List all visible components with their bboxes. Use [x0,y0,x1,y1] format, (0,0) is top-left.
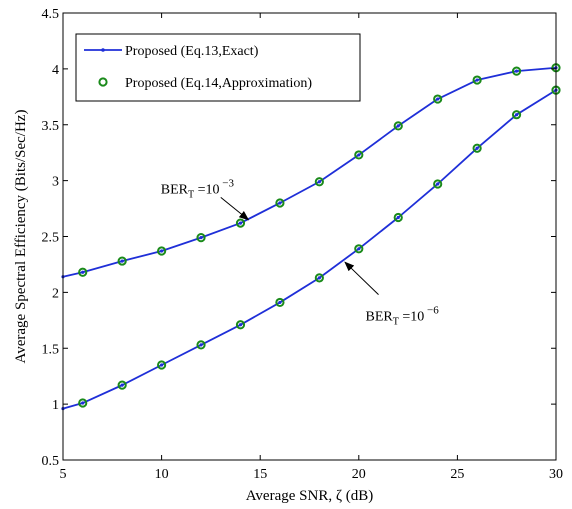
approximation-marker [117,256,127,266]
x-axis-label: Average SNR, ζ (dB) [246,488,374,504]
legend-marker-sample [98,77,108,87]
series-line-point [120,383,124,387]
series-line-point [81,270,85,274]
legend-line-marker [101,48,105,52]
approximation-marker [157,360,167,370]
series-line-point [160,249,164,253]
y-tick-label: 3.5 [42,119,60,134]
x-tick-label: 10 [155,467,169,482]
approximation-marker [354,244,364,254]
series-line-point [396,124,400,128]
approximation-marker [78,267,88,277]
annotation-layer: BERT =10 −3 BERT =10 −6 [161,177,439,327]
series-line-point [514,113,519,117]
y-tick-label: 1.5 [42,342,60,357]
series-line-point [238,221,243,225]
x-tick-label: 5 [60,467,67,482]
series-line-point [357,247,361,251]
y-tick-label: 2 [52,286,59,301]
series-line-point [475,146,479,150]
approximation-marker [433,94,443,104]
approximation-marker [511,110,522,120]
approximation-marker [275,198,285,208]
y-tick-label: 4.5 [42,7,60,22]
series-line-point [357,153,361,157]
tick-layer: 5 10 15 20 25 30 0.5 1 1.5 2 2.5 3 3.5 4 4.5 [42,7,564,482]
series-line-1 [62,66,557,278]
y-tick-label: 3 [52,175,59,190]
series-line-point [120,259,124,263]
x-tick-label: 15 [253,467,267,482]
approximation-marker [393,121,403,131]
approximation-marker [157,246,167,256]
series-line-point [199,343,203,347]
series-line-point [396,215,400,220]
approximation-marker [393,212,403,223]
approximation-marker [196,233,206,243]
approximation-marker [78,398,88,408]
approximation-marker [196,340,206,350]
y-axis-label: Average Spectral Efficiency (Bits/Sec/Hz… [13,110,29,364]
annotation-label: BERT =10 −3 [161,177,235,200]
legend: Proposed (Eq.13,Exact) Proposed (Eq.14,A… [75,33,361,102]
series-line-point [436,97,440,101]
approximation-marker [511,66,522,76]
legend-entry-approximation: Proposed (Eq.14,Approximation) [125,76,312,91]
series-line-point [238,323,243,327]
series-line-point [475,78,479,82]
series-layer [61,63,561,411]
annotation-label: BERT =10 −6 [366,305,440,328]
x-tick-label: 30 [549,467,563,482]
series-line-2 [62,89,557,410]
series-line-point [278,201,282,205]
annotation-arrow [344,261,379,295]
series-line-point [317,180,321,184]
approximation-marker [354,150,364,160]
approximation-marker [117,380,127,390]
x-tick-label: 20 [352,467,366,482]
approximation-marker [314,273,324,283]
approximation-marker [472,143,482,153]
approximation-marker [472,75,482,85]
series-line-point [436,182,440,186]
series-line-point [514,69,519,73]
x-tick-label: 25 [450,467,464,482]
y-tick-label: 4 [52,63,59,78]
y-tick-label: 0.5 [42,454,60,469]
series-line-point [160,363,164,367]
series-line-point [278,300,282,305]
series-line-point [81,401,85,405]
y-tick-label: 2.5 [42,231,60,246]
approximation-marker [314,177,324,187]
annotation-arrow [220,196,250,221]
legend-box [75,33,361,102]
y-tick-label: 1 [52,398,59,413]
approximation-marker [275,297,285,308]
series-line-point [199,236,203,240]
series-line-point [317,276,321,280]
approximation-marker [433,179,443,189]
legend-entry-exact: Proposed (Eq.13,Exact) [125,44,259,59]
approximation-marker [235,320,246,330]
